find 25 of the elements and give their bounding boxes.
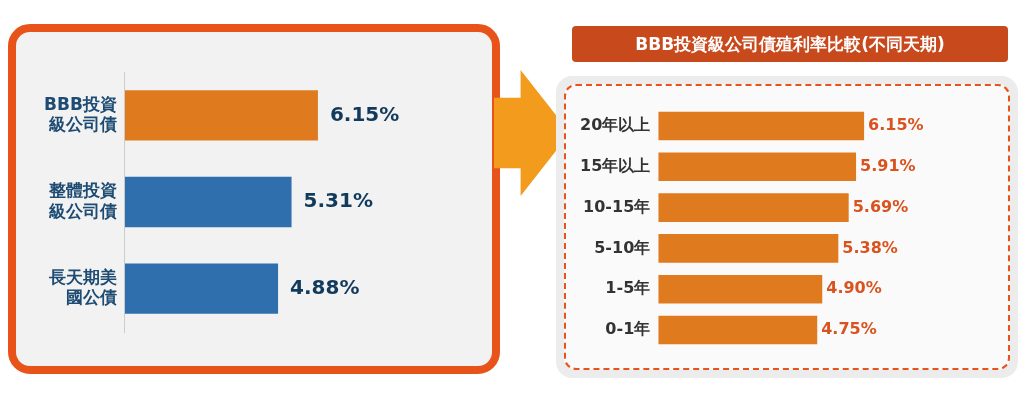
bar xyxy=(658,315,818,345)
y-tick-label: 15年以上 xyxy=(580,155,651,175)
y-tick-label: 5-10年 xyxy=(594,237,651,257)
y-tick-label: 10-15年 xyxy=(583,196,651,216)
data-label: 5.69% xyxy=(852,196,909,216)
y-tick-label: 整體投資級公司債 xyxy=(47,180,117,221)
bar xyxy=(658,111,865,141)
data-label: 6.15% xyxy=(329,101,400,126)
chart-title: BBB投資級公司債殖利率比較(不同天期) xyxy=(572,26,1008,62)
y-tick-label: 0-1年 xyxy=(605,319,651,339)
y-tick-label: 長天期美國公債 xyxy=(47,266,117,308)
data-label: 5.38% xyxy=(842,237,898,257)
bar xyxy=(658,193,849,222)
bar xyxy=(658,274,823,304)
data-label: 6.15% xyxy=(868,115,924,135)
y-tick-label: BBB投資級公司債 xyxy=(44,93,117,134)
data-label: 4.90% xyxy=(826,278,882,298)
data-label: 5.31% xyxy=(303,188,373,213)
bar xyxy=(658,234,839,263)
bar xyxy=(658,152,857,182)
y-tick-label: 20年以上 xyxy=(580,115,651,135)
data-label: 5.91% xyxy=(860,155,916,175)
data-label: 4.75% xyxy=(821,319,877,339)
y-tick-label: 1-5年 xyxy=(605,278,651,298)
data-label: 4.88% xyxy=(290,274,360,299)
